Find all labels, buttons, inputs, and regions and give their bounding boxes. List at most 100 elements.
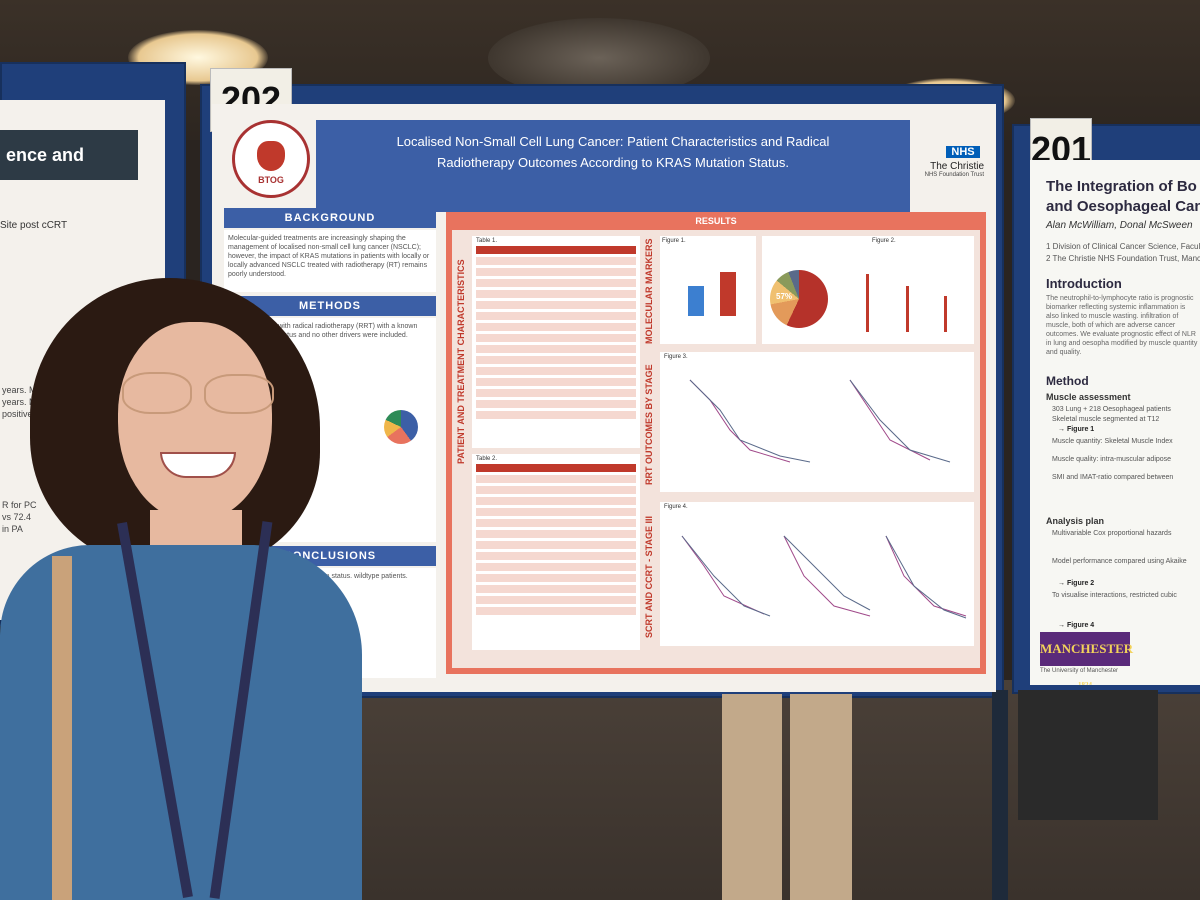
figure-4-km-curve-3-mutant [885, 535, 967, 617]
manchester-logo-year: 1824 [1078, 681, 1092, 685]
figure-1-caption: Figure 1. [662, 238, 686, 244]
table-row [476, 596, 636, 604]
manchester-subtext: The University of Manchester [1040, 668, 1119, 674]
right-poster-fig1: → Figure 1 [1058, 426, 1095, 433]
table-row [476, 607, 636, 615]
table-row [476, 574, 636, 582]
table-row [476, 563, 636, 571]
bystander-legs-3 [1018, 690, 1158, 820]
table-row [476, 530, 636, 538]
figure-3-km-curve-left-mutant [689, 379, 791, 463]
right-poster-intro-text: The neutrophil-to-lymphocyte ratio is pr… [1046, 295, 1198, 356]
right-poster-m5: SMI and IMAT-ratio compared between [1052, 474, 1174, 481]
side-label-molecular: MOLECULAR MARKERS [644, 238, 654, 344]
right-poster-m1: 303 Lung + 218 Oesophageal patients [1052, 406, 1171, 413]
side-label-characteristics: PATIENT AND TREATMENT CHARACTERISTICS [456, 259, 466, 465]
side-label-scrt: SCRT AND CCRT - STAGE III [644, 516, 654, 638]
table-row [476, 541, 636, 549]
figure-4-km-curve-1-mutant [681, 535, 765, 615]
methods-heading: METHODS [224, 296, 436, 316]
btog-logo: BTOG [232, 120, 310, 198]
table-row [476, 268, 636, 276]
table-row [476, 389, 636, 397]
table-row [476, 246, 636, 254]
left-poster-subtitle: Site post cCRT [0, 220, 68, 231]
right-poster-fig4: → Figure 4 [1058, 622, 1095, 629]
figure-3-km-curve-right-mutant [849, 379, 931, 461]
nhs-org: The Christie [930, 161, 984, 172]
background-heading: BACKGROUND [224, 208, 436, 228]
table-row [476, 257, 636, 265]
figure-2-caption: Figure 2. [872, 238, 896, 244]
results-frame: RESULTS PATIENT AND TREATMENT CHARACTERI… [446, 212, 986, 674]
right-poster-title: The Integration of Bo [1046, 178, 1197, 195]
left-poster-text-6: in PA [2, 524, 23, 534]
bystander-legs-1 [722, 694, 782, 900]
nhs-badge: NHS [946, 146, 980, 158]
figure-3-km-curve-right-wildtype [849, 379, 951, 463]
figure-2-pie-label: 57% [776, 292, 793, 301]
nhs-sub: NHS Foundation Trust [924, 172, 984, 178]
figure-3-survival-curves [689, 379, 951, 463]
right-poster-m2: Skeletal muscle segmented at T12 [1052, 416, 1160, 423]
table-row [476, 552, 636, 560]
figure-2-bar-1 [866, 274, 869, 332]
right-poster-analysis-heading: Analysis plan [1046, 516, 1105, 526]
figure-4-km-curve-2-wildtype [783, 535, 871, 611]
right-poster-intro-heading: Introduction [1046, 276, 1122, 291]
poster-title-line1: Localised Non-Small Cell Lung Cancer: Pa… [396, 134, 830, 149]
right-poster-m4: Muscle quality: intra-muscular adipose [1052, 456, 1172, 463]
right-poster-authors: Alan McWilliam, Donal McSween [1046, 220, 1193, 231]
right-poster-fig2: → Figure 2 [1058, 580, 1095, 587]
table-2-caption: Table 2. [476, 456, 498, 462]
table-1: Table 1. [472, 236, 640, 448]
right-poster-title-2: and Oesophageal Canc [1046, 198, 1200, 215]
figure-4-survival-curves [681, 535, 967, 619]
table-row [476, 334, 636, 342]
table-row [476, 323, 636, 331]
glasses-lens-left [122, 372, 192, 414]
main-poster: BTOG Localised Non-Small Cell Lung Cance… [212, 104, 996, 692]
figure-4-km-curve-2-mutant [783, 535, 871, 617]
figure-2-bar-2 [906, 286, 909, 332]
figure-4-card: Figure 4. [660, 502, 974, 646]
figure-4-km-curve-1-wildtype [681, 535, 771, 617]
table-row [476, 486, 636, 494]
methods-pie-icon [384, 410, 418, 444]
left-poster-title: ence and [0, 130, 138, 180]
table-row [476, 356, 636, 364]
table-row [476, 475, 636, 483]
right-poster-a1: Multivariable Cox proportional hazards [1052, 530, 1172, 537]
bag-strap [52, 556, 72, 900]
poster-title-bar: Localised Non-Small Cell Lung Cancer: Pa… [316, 120, 910, 212]
right-poster: The Integration of Bo and Oesophageal Ca… [1030, 160, 1200, 685]
table-row [476, 367, 636, 375]
right-poster-m3: Muscle quantity: Skeletal Muscle Index [1052, 438, 1173, 445]
manchester-logo: MANCHESTER 1824 [1040, 632, 1134, 685]
right-poster-affil-1: 1 Division of Clinical Cancer Science, F… [1046, 242, 1200, 251]
table-1-caption: Table 1. [476, 238, 498, 244]
table-row [476, 312, 636, 320]
figure-3-km-curve-left-wildtype [689, 379, 811, 463]
manchester-logo-text: MANCHESTER [1040, 641, 1134, 656]
btog-logo-text: BTOG [258, 175, 284, 185]
board-pole [992, 690, 1008, 900]
left-poster-text-3: positive d [2, 409, 41, 419]
right-poster-a3: To visualise interactions, restricted cu… [1052, 592, 1177, 599]
table-row [476, 279, 636, 287]
table-row [476, 585, 636, 593]
right-poster-a2: Model performance compared using Akaike [1052, 558, 1187, 565]
glasses-icon [122, 372, 274, 414]
bystander-legs-2 [790, 694, 852, 900]
table-row [476, 464, 636, 472]
left-poster-text-4: R for PC [2, 500, 37, 510]
figure-2-bar-3 [944, 296, 947, 332]
table-row [476, 508, 636, 516]
figure-4-km-curve-3-wildtype [885, 535, 967, 619]
background-text: Molecular-guided treatments are increasi… [224, 230, 436, 292]
table-row [476, 400, 636, 408]
side-label-rrt: RRT OUTCOMES BY STAGE [644, 364, 654, 486]
right-poster-muscle-heading: Muscle assessment [1046, 392, 1131, 402]
left-poster-text-5: vs 72.4 [2, 512, 32, 522]
glasses-lens-right [204, 374, 274, 414]
